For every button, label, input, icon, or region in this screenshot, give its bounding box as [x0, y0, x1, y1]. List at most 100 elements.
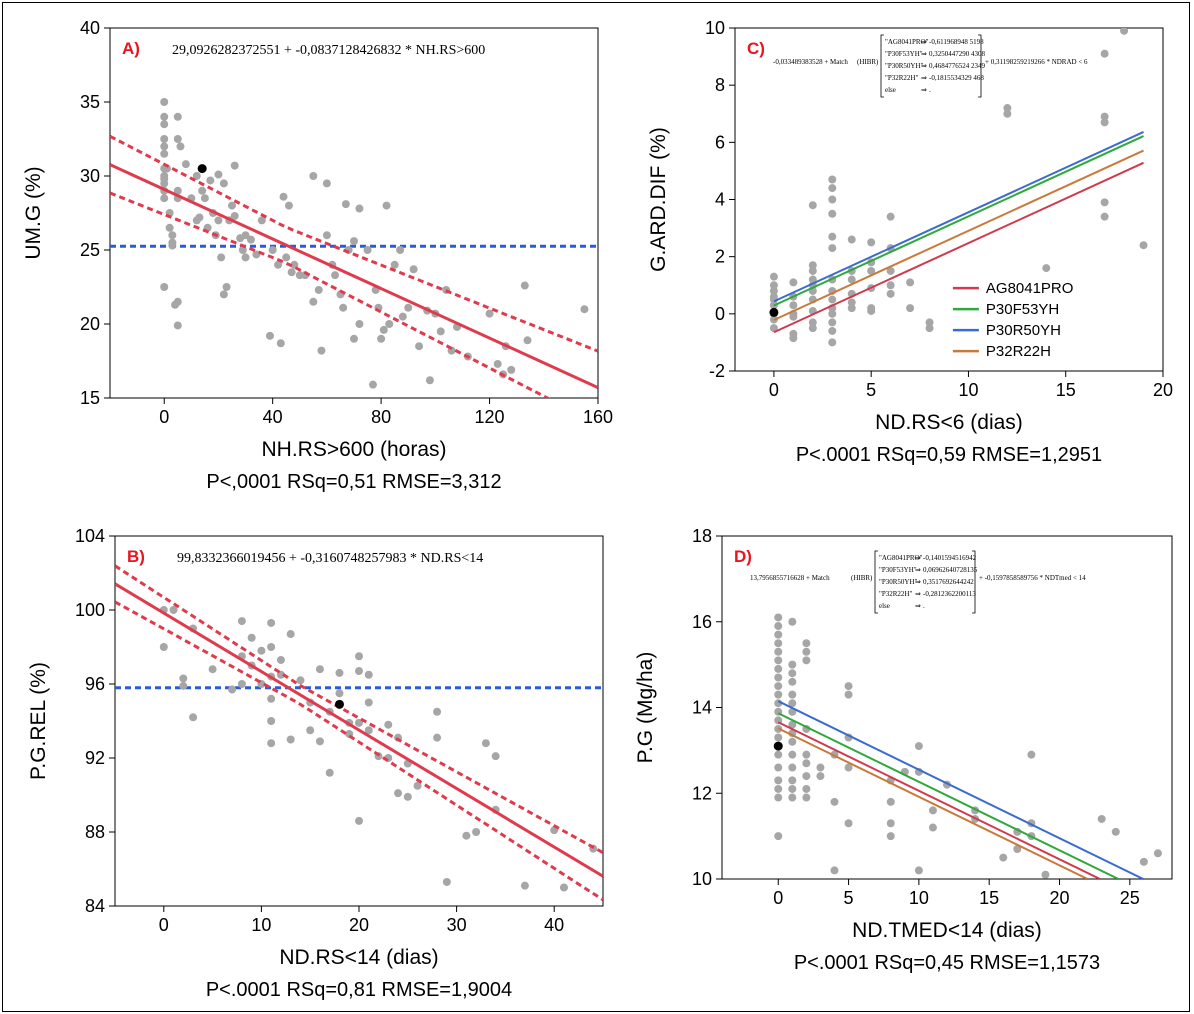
data-point — [1003, 109, 1012, 118]
data-point — [1100, 118, 1109, 127]
x-tick-label: 10 — [909, 888, 929, 908]
y-tick-label: 100 — [75, 600, 105, 620]
data-point — [160, 179, 169, 188]
data-point — [364, 670, 373, 679]
data-point — [208, 665, 217, 674]
confidence-band-upper — [110, 134, 598, 353]
data-point — [828, 338, 837, 347]
data-point — [355, 204, 364, 213]
data-point — [802, 793, 811, 802]
confidence-band-upper — [115, 564, 603, 855]
data-point — [179, 674, 188, 683]
panel-label: C) — [747, 39, 765, 58]
data-point — [160, 98, 169, 106]
x-tick-label: 25 — [1120, 888, 1140, 908]
data-point — [394, 789, 403, 798]
data-point — [1013, 844, 1022, 853]
data-point — [355, 667, 363, 676]
data-point — [306, 726, 315, 735]
x-tick-label: 30 — [447, 915, 467, 935]
y-tick-label: 35 — [80, 92, 100, 112]
y-tick-label: 20 — [80, 314, 100, 334]
equation-case-value: . — [923, 602, 925, 610]
data-point — [173, 135, 182, 143]
data-point — [802, 647, 811, 656]
data-point — [173, 297, 182, 306]
y-tick-label: 0 — [715, 304, 725, 324]
confidence-band-lower — [115, 600, 603, 902]
legend-entry: P30F53YH — [986, 301, 1059, 318]
x-axis-label: ND.TMED<14 (dias) — [852, 919, 1042, 942]
hybrid-fit-line-p30r50yh — [773, 131, 1144, 303]
data-point — [413, 781, 422, 790]
x-tick-label: 20 — [349, 915, 369, 935]
data-point — [331, 271, 340, 280]
data-point — [914, 866, 923, 875]
data-point — [160, 135, 169, 143]
data-point — [769, 324, 778, 333]
fit-line — [110, 163, 598, 389]
legend-entry: AG8041PRO — [986, 280, 1074, 297]
data-point — [192, 172, 201, 180]
data-point — [314, 285, 323, 294]
x-tick-label: 20 — [1153, 380, 1173, 400]
data-point — [788, 690, 797, 699]
data-point — [816, 772, 825, 781]
data-point — [198, 186, 207, 195]
data-point — [828, 318, 837, 327]
plot-area — [769, 28, 1148, 347]
equation-case-key: "P30R50YH" — [879, 578, 918, 586]
data-point — [219, 290, 228, 299]
data-point — [774, 784, 783, 793]
data-point — [404, 303, 413, 312]
data-point — [325, 768, 334, 777]
data-point — [847, 304, 856, 313]
data-point — [1100, 49, 1109, 58]
data-point — [1153, 849, 1162, 858]
data-point — [322, 179, 331, 188]
data-point — [788, 699, 797, 708]
data-point — [485, 309, 494, 318]
data-point — [433, 733, 442, 742]
x-tick-label: 20 — [1049, 888, 1069, 908]
equation-case-key: "AG8041PRO" — [879, 554, 923, 562]
x-tick-label: 10 — [251, 915, 271, 935]
data-point — [828, 232, 837, 241]
plot-frame — [109, 27, 599, 399]
data-point — [286, 630, 295, 639]
data-point — [507, 365, 516, 374]
data-point — [847, 298, 856, 307]
hybrid-fit-line-p30f53yh — [773, 135, 1144, 307]
data-point — [828, 309, 837, 318]
data-point — [200, 194, 209, 203]
data-point — [309, 172, 318, 180]
data-point — [409, 265, 418, 274]
data-point — [1100, 112, 1109, 121]
data-point — [415, 342, 424, 351]
equation-case-value: -0,1815534329 468 — [929, 74, 984, 82]
data-point — [769, 281, 778, 290]
data-point — [1041, 870, 1050, 879]
data-point — [385, 320, 394, 328]
equation-case-key: "P30F53YH" — [885, 50, 923, 58]
equation-case-arrow: ⇒ — [915, 578, 921, 586]
x-axis-label: NH.RS>600 (horas) — [262, 438, 447, 461]
hybrid-fit-line-p32r22h — [777, 727, 1088, 879]
data-point — [241, 253, 250, 262]
data-point — [789, 312, 798, 321]
equation-case-key: "P30R50YH" — [885, 62, 924, 70]
y-tick-label: 16 — [692, 612, 712, 632]
plot-area — [773, 613, 1162, 879]
data-point — [162, 164, 171, 173]
data-point — [168, 241, 177, 250]
chart-panel-b: 0 10 20 30 40 84 88 92 96 100 104 ND.RS<14 (dias) P.… — [27, 526, 604, 1001]
data-point — [774, 630, 783, 639]
equation-case-key: else — [885, 86, 896, 94]
equation-case-arrow: ⇒ — [915, 566, 921, 574]
data-point — [788, 617, 797, 626]
data-point — [1139, 857, 1148, 866]
data-point — [788, 669, 797, 678]
data-point — [237, 617, 246, 626]
fit-statistics: P<.0001 RSq=0,59 RMSE=1,2951 — [796, 444, 1102, 466]
data-point — [317, 346, 326, 355]
